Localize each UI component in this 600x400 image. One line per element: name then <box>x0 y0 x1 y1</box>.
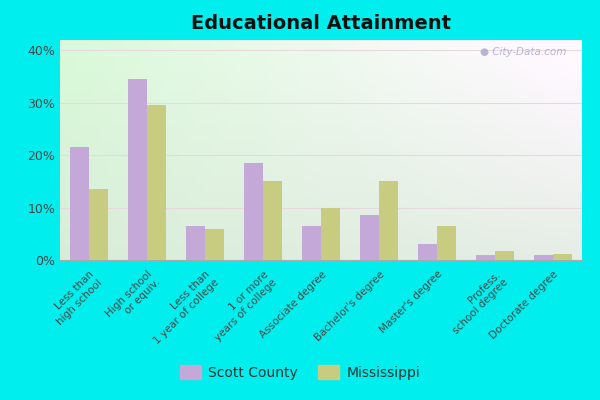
Bar <box>147 106 166 260</box>
Bar <box>263 182 281 260</box>
Bar <box>379 182 398 260</box>
Bar <box>187 226 205 260</box>
Legend: Scott County, Mississippi: Scott County, Mississippi <box>175 359 425 385</box>
Bar <box>205 228 224 260</box>
Bar <box>437 226 455 260</box>
Bar <box>89 189 107 260</box>
Bar <box>418 244 437 260</box>
Bar <box>70 147 89 260</box>
Bar <box>302 226 321 260</box>
Bar <box>321 208 340 260</box>
Title: Educational Attainment: Educational Attainment <box>191 14 451 33</box>
Text: ● City-Data.com: ● City-Data.com <box>480 47 566 57</box>
Bar <box>535 255 553 260</box>
Bar <box>476 255 495 260</box>
Bar <box>244 163 263 260</box>
Bar <box>495 250 514 260</box>
Bar <box>128 79 147 260</box>
Bar <box>553 254 572 260</box>
Bar <box>361 216 379 260</box>
